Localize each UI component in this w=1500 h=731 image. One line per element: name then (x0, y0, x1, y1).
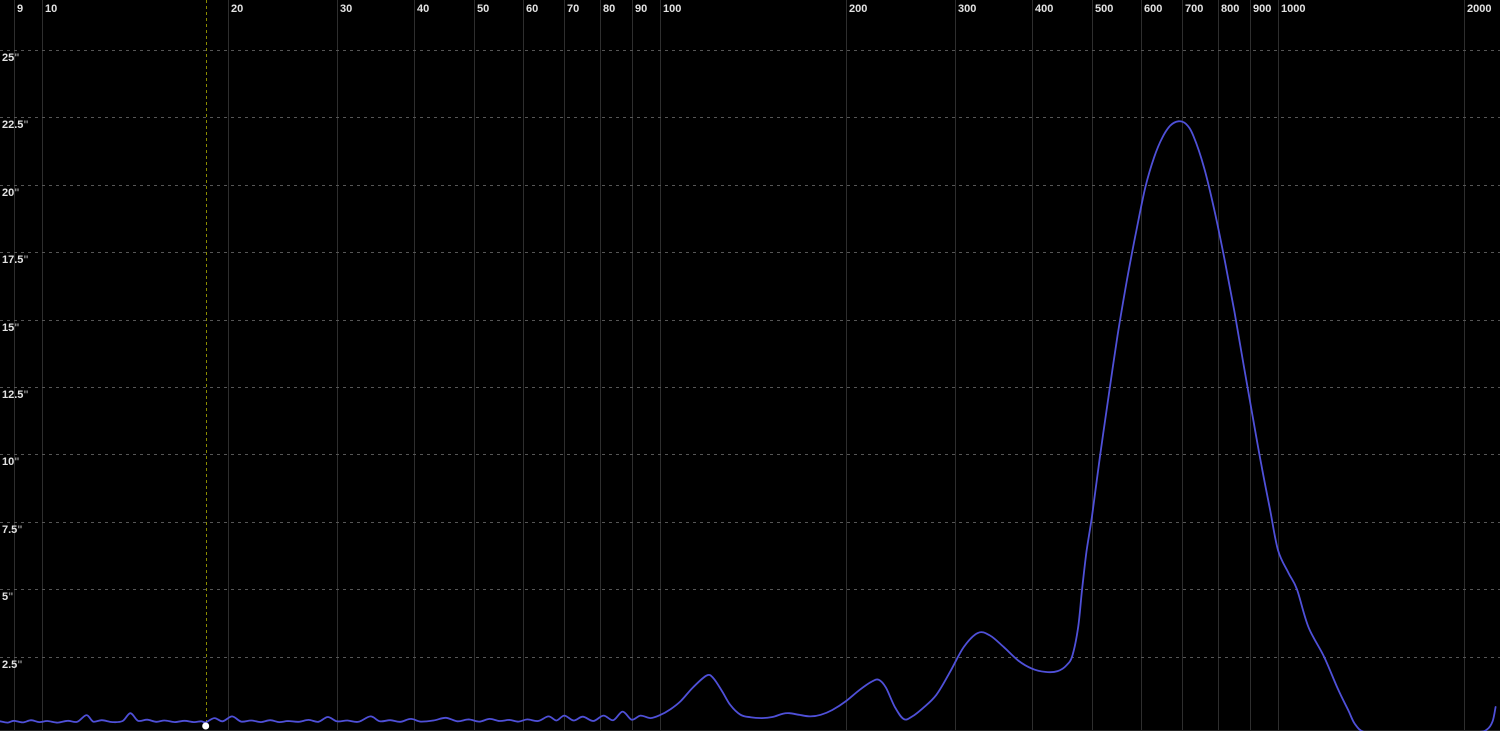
x-tick-label: 600 (1144, 3, 1162, 15)
x-tick-label: 700 (1185, 3, 1203, 15)
x-tick-label: 900 (1253, 3, 1271, 15)
x-tick-label: 300 (958, 3, 976, 15)
y-tick-label: 22.5" (2, 119, 29, 131)
cursor-marker[interactable] (202, 722, 210, 730)
x-tick-label: 800 (1221, 3, 1239, 15)
x-tick-label: 20 (231, 3, 243, 15)
x-tick-label: 9 (17, 3, 23, 15)
response-curve (0, 120, 1497, 731)
x-tick-label: 90 (635, 3, 647, 15)
y-tick-label: 17.5" (2, 254, 29, 266)
y-tick-label: 2.5" (2, 659, 23, 671)
x-tick-label: 200 (849, 3, 867, 15)
x-tick-label: 80 (603, 3, 615, 15)
x-tick-label: 70 (567, 3, 579, 15)
x-tick-label: 60 (526, 3, 538, 15)
x-tick-label: 400 (1035, 3, 1053, 15)
x-tick-labels: 9 10 20 30 40 50 60 70 80 90 100 200 300 400 500 600 700… (17, 3, 1491, 15)
x-tick-label: 10 (45, 3, 57, 15)
x-tick-label: 50 (477, 3, 489, 15)
x-tick-label: 30 (340, 3, 352, 15)
x-tick-label: 2000 (1467, 3, 1491, 15)
y-tick-label: 20" (2, 187, 19, 199)
x-tick-label: 40 (417, 3, 429, 15)
x-tick-label: 100 (663, 3, 681, 15)
horizontal-gridlines (0, 50, 1500, 658)
y-tick-label: 7.5" (2, 524, 23, 536)
y-tick-label: 15" (2, 322, 19, 334)
y-tick-label: 5" (2, 591, 13, 603)
y-tick-label: 25" (2, 52, 19, 64)
vertical-gridlines (14, 0, 1465, 731)
x-tick-label: 1000 (1281, 3, 1305, 15)
y-tick-labels: 2.5" 5" 7.5" 10" 12.5" 15" 17.5" 20" 22.5" 25" (2, 52, 29, 671)
y-tick-label: 12.5" (2, 389, 29, 401)
y-tick-label: 10" (2, 456, 19, 468)
x-tick-label: 500 (1095, 3, 1113, 15)
